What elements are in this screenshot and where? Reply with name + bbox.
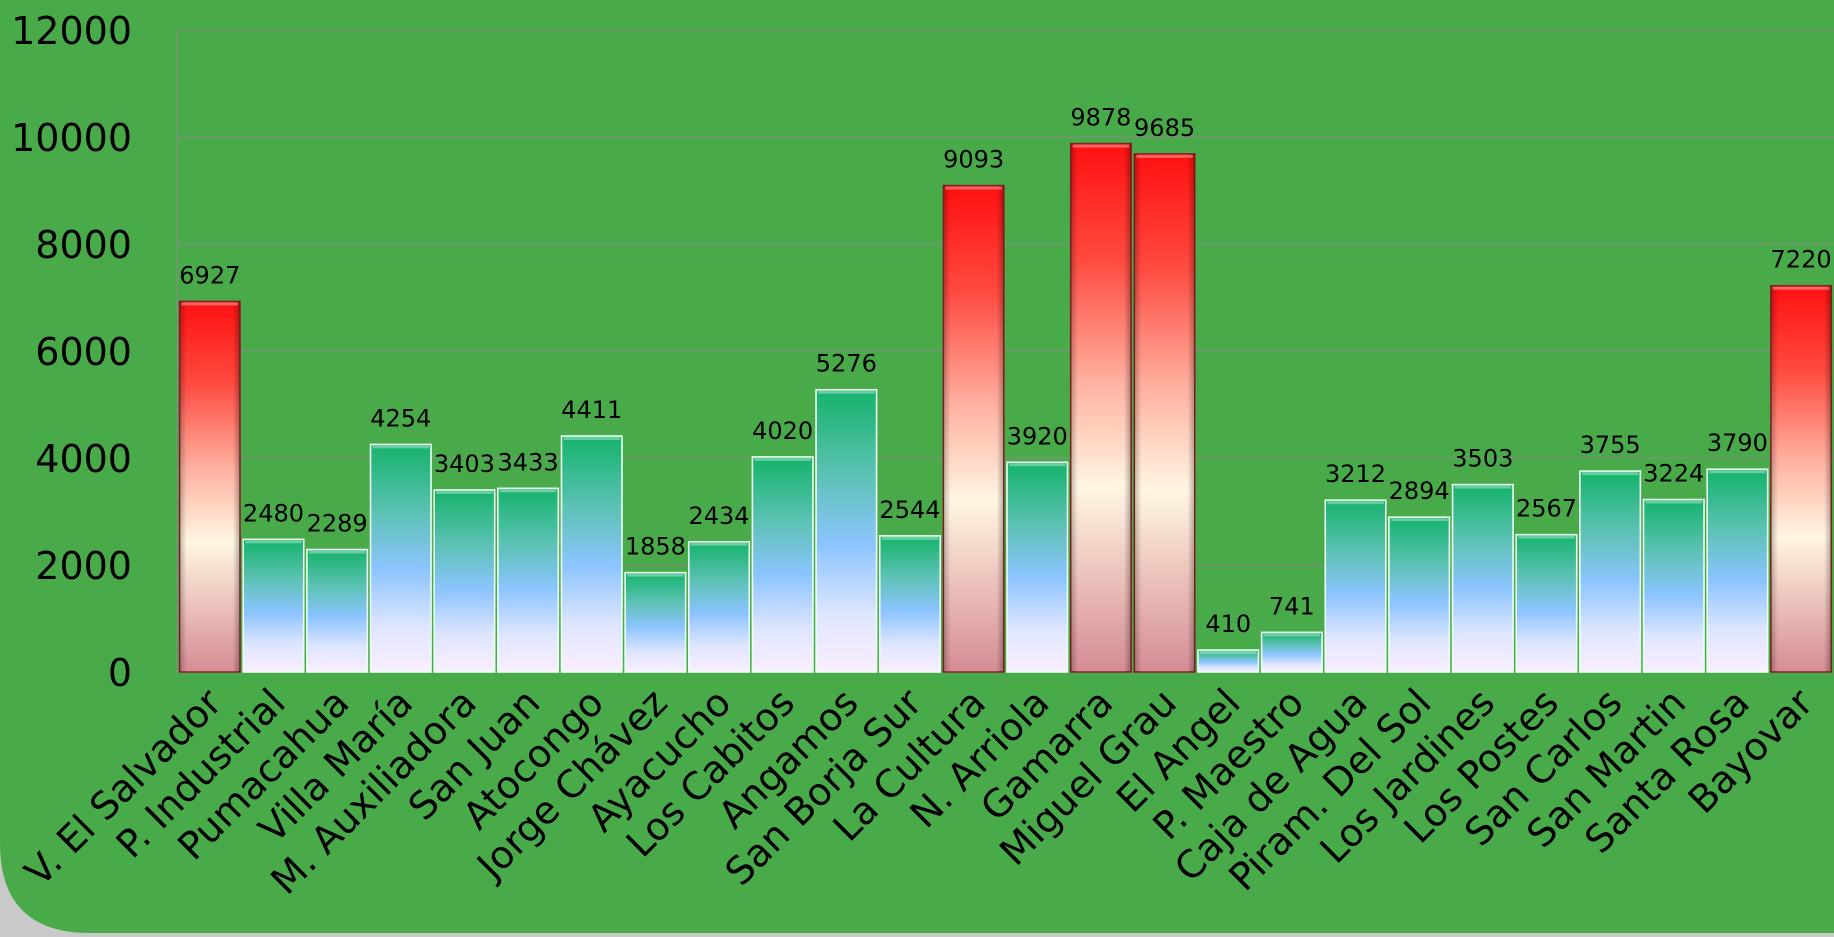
data-label: 2480 bbox=[243, 499, 304, 527]
data-label: 2894 bbox=[1389, 477, 1450, 505]
data-label: 4020 bbox=[752, 417, 813, 445]
bar-highlight bbox=[1136, 154, 1193, 158]
bar bbox=[1197, 649, 1260, 673]
data-label: 4254 bbox=[370, 404, 431, 432]
bar-highlight bbox=[563, 437, 620, 441]
bar bbox=[242, 538, 305, 673]
data-label: 4411 bbox=[561, 396, 622, 424]
y-tick-label: 4000 bbox=[35, 437, 132, 481]
data-label: 3790 bbox=[1707, 429, 1768, 457]
bar bbox=[1006, 461, 1069, 673]
bar-highlight bbox=[1263, 633, 1321, 637]
bar bbox=[1515, 533, 1578, 673]
bar-highlight bbox=[818, 390, 875, 394]
data-label: 741 bbox=[1269, 592, 1315, 620]
bar-highlight bbox=[945, 186, 1002, 190]
bar-shade bbox=[179, 301, 241, 672]
bar bbox=[1579, 470, 1642, 673]
bar-highlight bbox=[690, 542, 748, 546]
data-label: 2544 bbox=[879, 496, 940, 524]
data-label: 3755 bbox=[1580, 431, 1641, 459]
bar-highlight bbox=[1645, 500, 1703, 504]
bar-shade bbox=[1070, 143, 1132, 673]
data-label: 6927 bbox=[179, 261, 240, 289]
data-label: 3224 bbox=[1643, 460, 1704, 488]
y-tick-label: 6000 bbox=[35, 330, 132, 374]
bar-highlight bbox=[372, 445, 430, 449]
data-label: 1858 bbox=[625, 533, 686, 561]
bar-highlight bbox=[627, 573, 684, 577]
data-label: 9093 bbox=[943, 146, 1004, 174]
bar bbox=[1324, 499, 1387, 673]
bar-highlight bbox=[499, 489, 557, 493]
data-label: 3212 bbox=[1325, 460, 1386, 488]
bar-highlight bbox=[754, 457, 811, 461]
data-label: 9878 bbox=[1070, 104, 1131, 132]
bar bbox=[1260, 631, 1323, 673]
y-tick-label: 12000 bbox=[11, 9, 132, 53]
y-tick-label: 0 bbox=[108, 651, 132, 695]
data-label: 3503 bbox=[1452, 445, 1513, 473]
bar-highlight bbox=[1072, 144, 1130, 148]
bar bbox=[560, 435, 623, 673]
bar-shade bbox=[1134, 153, 1195, 673]
bar-shade bbox=[1770, 285, 1832, 672]
bar bbox=[497, 487, 560, 673]
bar-highlight bbox=[1518, 535, 1575, 539]
data-label: 3920 bbox=[1007, 422, 1068, 450]
bar bbox=[1451, 483, 1514, 673]
data-label: 2289 bbox=[307, 510, 368, 538]
data-label: 9685 bbox=[1134, 114, 1195, 142]
data-label: 3403 bbox=[434, 450, 495, 478]
bar-highlight bbox=[1772, 286, 1830, 290]
bar bbox=[433, 489, 496, 673]
y-tick-label: 8000 bbox=[35, 223, 132, 267]
bar bbox=[878, 535, 942, 673]
y-tick-label: 2000 bbox=[35, 544, 132, 588]
bar-highlight bbox=[181, 302, 239, 306]
bar bbox=[1642, 498, 1705, 673]
y-tick-label: 10000 bbox=[11, 116, 132, 160]
bar-highlight bbox=[1454, 485, 1512, 489]
bar bbox=[687, 540, 751, 673]
bar bbox=[624, 571, 687, 673]
bar-highlight bbox=[881, 536, 939, 540]
bar-highlight bbox=[1390, 518, 1448, 522]
bar bbox=[751, 456, 814, 673]
data-label: 2567 bbox=[1516, 495, 1577, 523]
bar bbox=[1388, 516, 1451, 673]
bar-highlight bbox=[1199, 651, 1257, 655]
data-label: 410 bbox=[1205, 610, 1251, 638]
bars bbox=[178, 142, 1833, 673]
bar-highlight bbox=[1709, 470, 1766, 474]
bar-highlight bbox=[436, 490, 493, 494]
bar bbox=[306, 548, 369, 673]
bar bbox=[815, 388, 878, 673]
bar-highlight bbox=[1009, 463, 1066, 467]
data-label: 3433 bbox=[498, 448, 559, 476]
y-axis: 0 2000 4000 6000 8000 10000 12000 bbox=[11, 9, 178, 695]
bar-shade bbox=[943, 185, 1004, 672]
bar-highlight bbox=[1581, 472, 1639, 476]
data-label: 7220 bbox=[1771, 246, 1832, 274]
data-label: 5276 bbox=[816, 350, 877, 378]
data-label: 2434 bbox=[688, 502, 749, 530]
bar-highlight bbox=[1327, 501, 1384, 505]
bar bbox=[1706, 468, 1769, 673]
bar bbox=[369, 443, 432, 673]
bar-highlight bbox=[308, 550, 366, 554]
bar-highlight bbox=[245, 540, 302, 544]
